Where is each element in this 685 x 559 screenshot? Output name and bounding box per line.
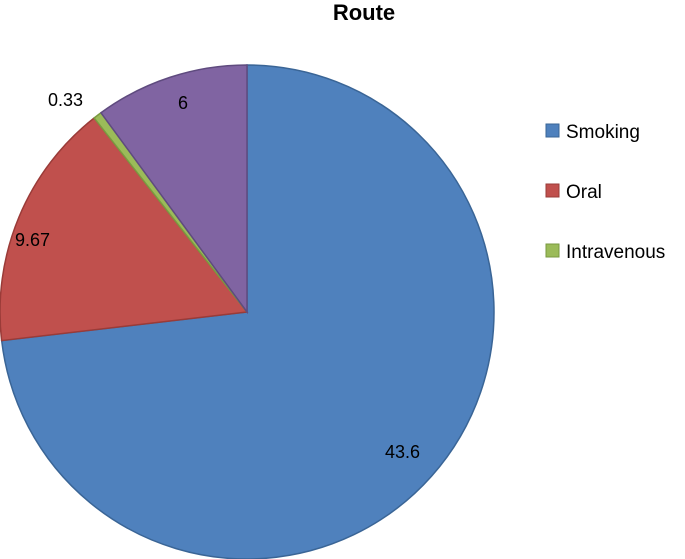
data-label-oral: 9.67 [15,230,50,250]
legend-label-smoking: Smoking [566,122,640,143]
legend-item-intravenous: Intravenous [545,242,665,263]
data-label-smoking: 43.6 [385,442,420,462]
legend-label-intravenous: Intravenous [566,242,665,263]
legend-label-oral: Oral [566,182,602,203]
legend-swatch-intravenous [545,243,560,258]
pie-slice-unlabeled [99,64,248,315]
legend-item-oral: Oral [545,182,602,203]
pie-slice-oral [0,116,249,342]
chart-title: Route [333,0,395,25]
data-label-unlabeled: 6 [178,93,188,113]
legend-swatch-smoking [545,123,560,138]
data-label-intravenous: 0.33 [48,90,83,110]
legend-item-smoking: Smoking [545,122,640,143]
legend-swatch-oral [545,183,560,198]
